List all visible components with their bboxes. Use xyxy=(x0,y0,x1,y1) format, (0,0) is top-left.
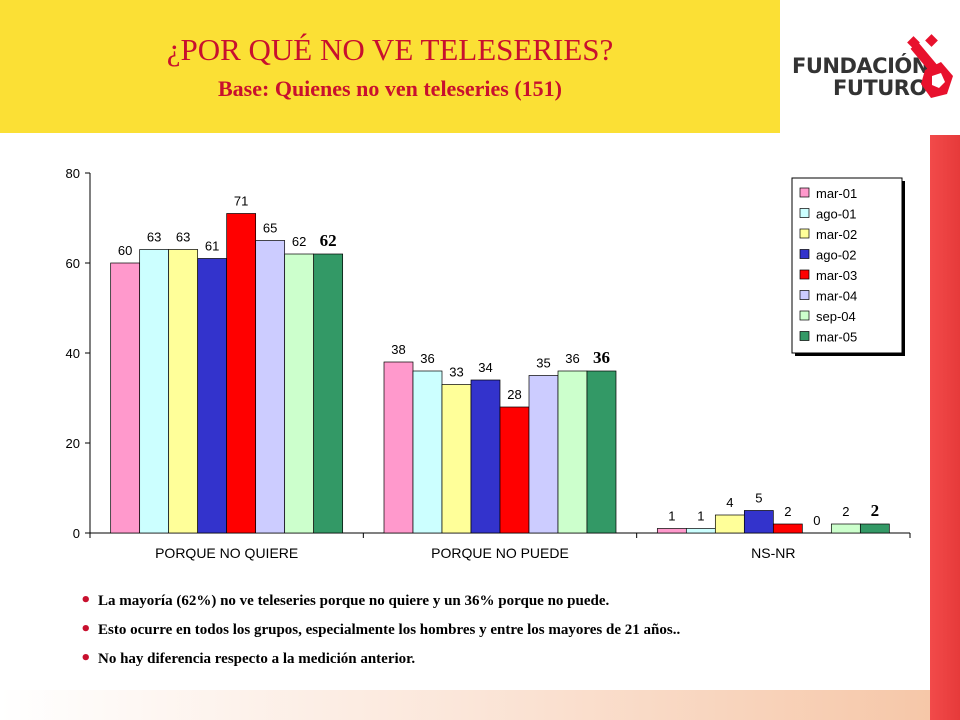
y-tick-label: 40 xyxy=(66,346,80,361)
key-icon xyxy=(907,34,953,98)
fundacion-futuro-logo: FUNDACIÓN FUTURO xyxy=(785,30,955,110)
data-label: 38 xyxy=(391,342,405,357)
bullet-dot-icon: • xyxy=(80,590,92,611)
data-label: 36 xyxy=(565,351,579,366)
bar xyxy=(139,249,170,534)
bullet-dot-icon: • xyxy=(80,619,92,640)
y-tick-label: 60 xyxy=(66,256,80,271)
bar xyxy=(197,258,228,534)
bar xyxy=(470,379,501,534)
legend-swatch xyxy=(799,249,810,259)
data-label: 34 xyxy=(478,360,492,375)
data-label: 60 xyxy=(118,243,132,258)
legend-swatch xyxy=(799,310,810,321)
bar xyxy=(499,406,530,534)
data-label: 71 xyxy=(234,194,248,209)
legend-swatch xyxy=(799,331,810,341)
legend-label: mar-03 xyxy=(816,268,857,283)
logo-text-line1: FUNDACIÓN xyxy=(792,54,929,78)
data-label: 5 xyxy=(755,491,762,506)
x-category-label: NS-NR xyxy=(751,545,795,561)
y-tick-label: 0 xyxy=(73,526,80,541)
data-label: 35 xyxy=(536,356,550,371)
data-label: 28 xyxy=(507,387,521,402)
data-label: 2 xyxy=(784,504,791,519)
bullet-item: • Esto ocurre en todos los grupos, espec… xyxy=(80,619,900,648)
legend-swatch xyxy=(799,269,810,280)
legend-label: mar-01 xyxy=(816,186,857,201)
legend-label: ago-01 xyxy=(816,207,856,222)
y-tick-label: 80 xyxy=(66,166,80,181)
bar xyxy=(441,384,472,534)
legend-label: ago-02 xyxy=(816,248,856,263)
data-label: 63 xyxy=(176,230,190,245)
bar xyxy=(528,375,559,534)
data-label: 33 xyxy=(449,365,463,380)
bar xyxy=(830,523,861,534)
x-category-label: PORQUE NO PUEDE xyxy=(431,545,569,561)
bar xyxy=(743,510,774,534)
logo-text-line2: FUTURO xyxy=(833,76,927,100)
bullet-item: • No hay diferencia respecto a la medici… xyxy=(80,648,900,677)
bullet-text: Esto ocurre en todos los grupos, especia… xyxy=(98,622,681,638)
data-label: 4 xyxy=(726,495,733,510)
bar xyxy=(284,253,315,534)
data-label: 61 xyxy=(205,239,219,254)
bar xyxy=(557,370,588,534)
bullet-text: La mayoría (62%) no ve teleseries porque… xyxy=(98,593,610,609)
bullet-text: No hay diferencia respecto a la medición… xyxy=(98,651,416,667)
data-label: 1 xyxy=(697,509,704,524)
data-label: 2 xyxy=(842,504,849,519)
page-title: ¿POR QUÉ NO VE TELESERIES? xyxy=(166,32,614,67)
data-label: 62 xyxy=(292,234,306,249)
bar xyxy=(313,253,344,534)
bar xyxy=(110,262,141,534)
decorative-bottom-band xyxy=(0,690,930,720)
bar xyxy=(168,249,199,534)
bar xyxy=(586,370,617,534)
bar xyxy=(412,370,443,534)
decorative-right-band xyxy=(930,135,960,720)
bar xyxy=(383,361,414,534)
data-label: 62 xyxy=(320,231,337,250)
bar xyxy=(685,528,716,534)
legend-label: mar-04 xyxy=(816,289,857,304)
x-category-label: PORQUE NO QUIERE xyxy=(155,545,298,561)
legend-swatch xyxy=(799,208,810,218)
legend-label: mar-02 xyxy=(816,227,857,242)
data-label: 65 xyxy=(263,221,277,236)
data-label: 2 xyxy=(871,501,880,520)
title-banner: ¿POR QUÉ NO VE TELESERIES? Base: Quienes… xyxy=(0,0,780,133)
legend-swatch xyxy=(799,290,810,300)
data-label: 36 xyxy=(593,348,610,367)
bar xyxy=(255,240,286,534)
bar xyxy=(714,514,745,534)
bar xyxy=(772,523,803,534)
bullet-item: • La mayoría (62%) no ve teleseries porq… xyxy=(80,590,900,619)
legend-swatch xyxy=(799,187,810,198)
y-tick-label: 20 xyxy=(66,436,80,451)
bar xyxy=(226,213,257,534)
bullet-list: • La mayoría (62%) no ve teleseries porq… xyxy=(80,590,900,677)
bar xyxy=(656,528,687,534)
bullet-dot-icon: • xyxy=(80,648,92,669)
page-subtitle: Base: Quienes no ven teleseries (151) xyxy=(218,76,562,101)
data-label: 36 xyxy=(420,351,434,366)
data-label: 63 xyxy=(147,230,161,245)
legend-box xyxy=(791,177,903,354)
data-label: 1 xyxy=(668,509,675,524)
data-label: 0 xyxy=(813,513,820,528)
legend-swatch xyxy=(799,228,810,239)
bar xyxy=(859,523,890,534)
legend-label: mar-05 xyxy=(816,330,857,345)
legend-label: sep-04 xyxy=(816,309,856,324)
